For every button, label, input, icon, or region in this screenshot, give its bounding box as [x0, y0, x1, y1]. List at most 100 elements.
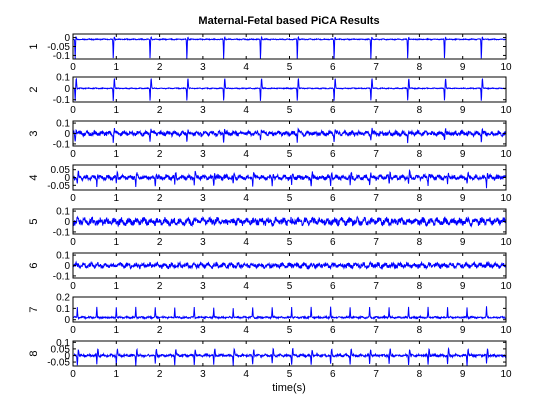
x-tick-label: 0: [70, 193, 76, 204]
y-axis-label-6: 6: [28, 262, 40, 268]
x-tick-label: 6: [330, 237, 336, 248]
signal-line-3: [72, 127, 507, 144]
x-tick-label: 10: [500, 281, 512, 292]
subplot-5: 0 1 2 3 4 5 6 7 8 9 10-0.100.15: [28, 207, 512, 248]
x-tick-label: 3: [200, 369, 206, 380]
x-tick-label: 9: [460, 149, 466, 160]
x-tick-label: 10: [500, 105, 512, 116]
x-tick-label: 9: [460, 281, 466, 292]
x-tick-label: 1: [114, 369, 120, 380]
y-axis-label-7: 7: [28, 306, 40, 312]
x-tick-label: 0: [70, 369, 76, 380]
y-tick-label: -0.1: [53, 271, 71, 282]
y-tick-label: -0.1: [53, 51, 71, 62]
x-tick-label: 6: [330, 193, 336, 204]
x-tick-label: 5: [287, 369, 293, 380]
subplot-1: 0 1 2 3 4 5 6 7 8 9 10 -0.1-0.050 1: [28, 33, 512, 73]
x-tick-label: 7: [373, 149, 379, 160]
y-tick-label: 0.1: [56, 304, 70, 315]
x-tick-label: 8: [417, 193, 423, 204]
x-tick-label: 1: [114, 281, 120, 292]
y-tick-label: -0.05: [47, 181, 70, 192]
x-tick-label: 4: [243, 193, 249, 204]
signal-line-4: [72, 168, 507, 189]
x-tick-label: 3: [200, 105, 206, 116]
x-tick-label: 2: [157, 369, 163, 380]
x-tick-label: 8: [417, 105, 423, 116]
x-tick-label: 8: [417, 325, 423, 336]
y-tick-label: 0.1: [56, 119, 70, 130]
x-tick-label: 10: [500, 325, 512, 336]
x-tick-label: 8: [417, 149, 423, 160]
y-tick-label: 0: [64, 351, 70, 362]
x-tick-label: 9: [460, 325, 466, 336]
x-tick-label: 3: [200, 281, 206, 292]
signal-line-2: [72, 77, 507, 101]
y-tick-label: 0.05: [51, 165, 71, 176]
x-tick-label: 5: [287, 325, 293, 336]
x-tick-label: 6: [330, 149, 336, 160]
x-tick-label: 1: [114, 149, 120, 160]
y-tick-label: 0: [64, 173, 70, 184]
y-tick-label: 0.1: [56, 73, 70, 84]
x-tick-label: 7: [373, 193, 379, 204]
y-tick-label: -0.1: [53, 95, 71, 106]
x-tick-label: 5: [287, 281, 293, 292]
x-tick-label: 9: [460, 369, 466, 380]
subplot-7: 0 1 2 3 4 5 6 7 8 9 10 00.10.2 7: [28, 293, 512, 337]
signal-line-5: [72, 215, 507, 228]
x-tick-label: 0: [70, 281, 76, 292]
x-tick-label: 0: [70, 237, 76, 248]
x-tick-label: 2: [157, 193, 163, 204]
y-tick-label: 0: [64, 261, 70, 272]
x-tick-label: 6: [330, 62, 336, 73]
x-tick-label: 4: [243, 237, 249, 248]
signal-line-7: [72, 306, 507, 321]
x-tick-label: 5: [287, 193, 293, 204]
x-tick-label: 10: [500, 193, 512, 204]
x-tick-label: 8: [417, 237, 423, 248]
x-tick-label: 4: [243, 369, 249, 380]
x-tick-label: 0: [70, 105, 76, 116]
x-tick-label: 8: [417, 62, 423, 73]
x-tick-label: 6: [330, 281, 336, 292]
axes-background: [73, 34, 506, 59]
y-axis-label-8: 8: [28, 350, 40, 356]
x-tick-label: 6: [330, 325, 336, 336]
x-tick-label: 2: [157, 105, 163, 116]
y-tick-label: -0.05: [47, 42, 70, 53]
x-tick-label: 0: [70, 325, 76, 336]
x-tick-label: 1: [114, 325, 120, 336]
x-tick-label: 6: [330, 369, 336, 380]
x-tick-label: 5: [287, 105, 293, 116]
x-tick-label: 7: [373, 281, 379, 292]
y-tick-label: 0.1: [56, 207, 70, 218]
x-tick-label: 5: [287, 149, 293, 160]
x-tick-label: 7: [373, 237, 379, 248]
y-tick-label: -0.1: [53, 139, 71, 150]
x-tick-label: 0: [70, 62, 76, 73]
x-tick-label: 1: [114, 237, 120, 248]
y-tick-label: 0.1: [56, 338, 70, 349]
x-tick-label: 4: [243, 105, 249, 116]
signal-line-8: [72, 346, 507, 366]
y-tick-label: -0.1: [53, 227, 71, 238]
x-tick-label: 4: [243, 281, 249, 292]
y-tick-label: 0: [64, 217, 70, 228]
x-tick-label: 2: [157, 281, 163, 292]
y-tick-label: 0.05: [51, 344, 71, 355]
signal-line-1: [72, 35, 507, 59]
x-tick-label: 4: [243, 62, 249, 73]
x-tick-label: 9: [460, 105, 466, 116]
y-tick-label: 0: [64, 315, 70, 326]
x-tick-label: 2: [157, 237, 163, 248]
x-tick-label: 9: [460, 62, 466, 73]
y-axis-label-1: 1: [28, 43, 40, 49]
x-tick-label: 8: [417, 369, 423, 380]
x-tick-label: 6: [330, 105, 336, 116]
y-tick-label: 0: [64, 129, 70, 140]
